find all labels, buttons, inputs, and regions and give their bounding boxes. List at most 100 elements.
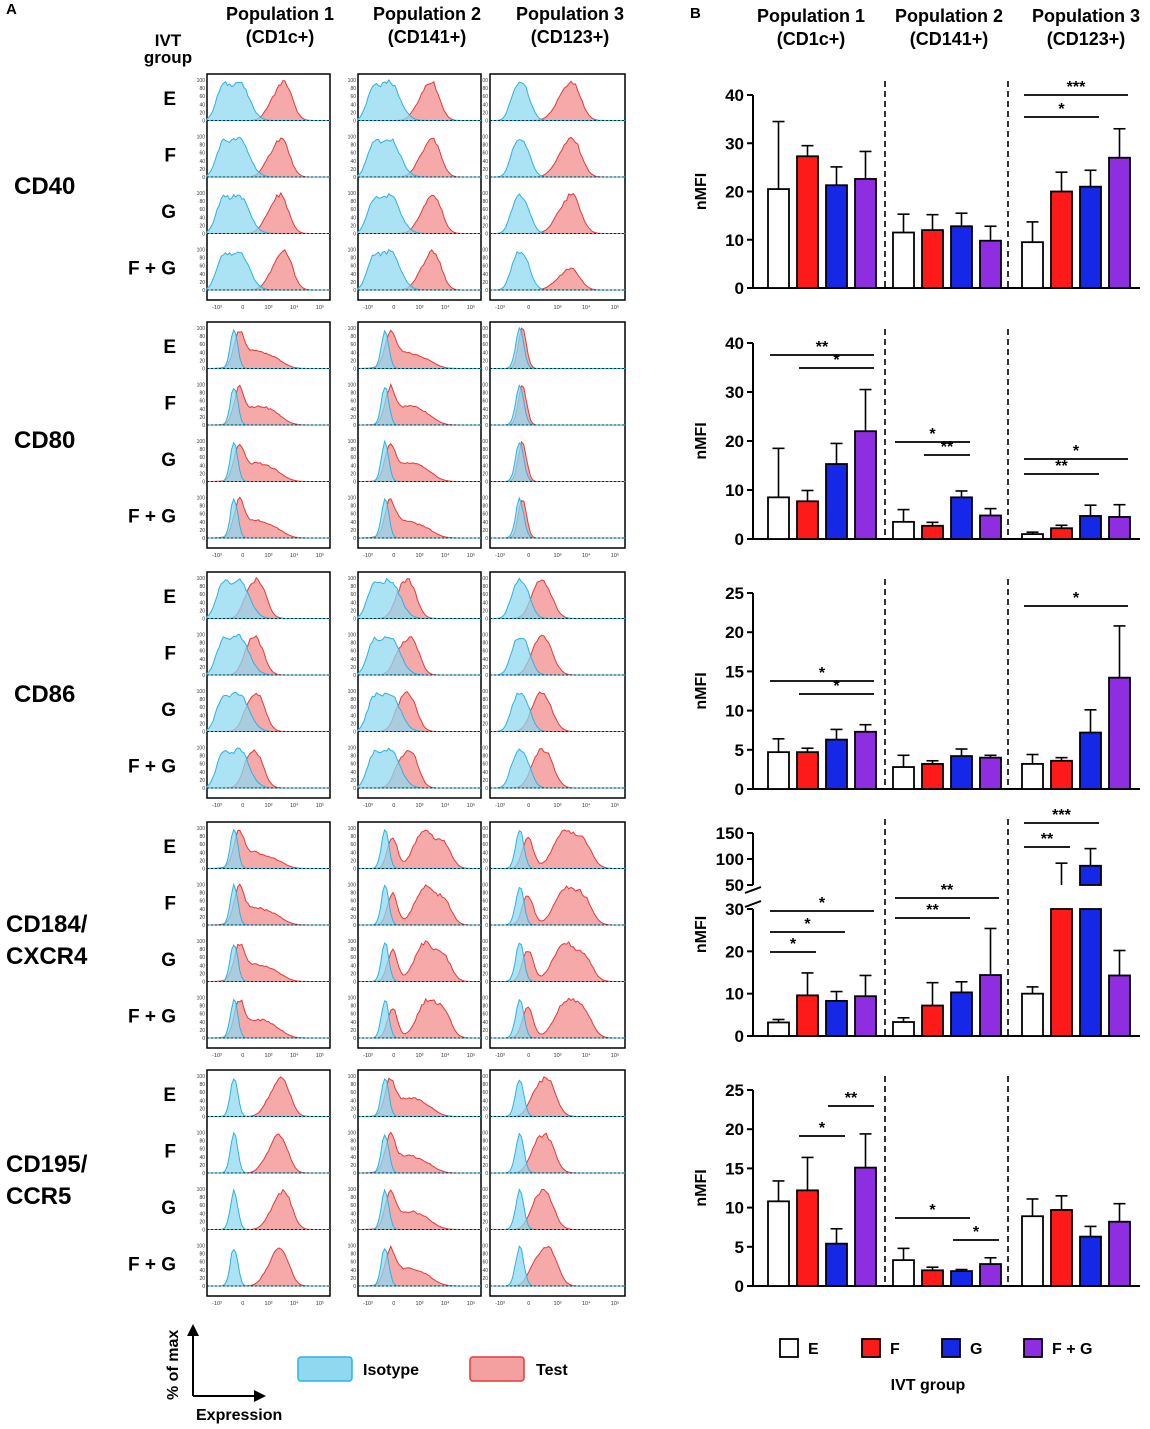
- histogram-x-tick: 10⁵: [316, 552, 324, 559]
- histogram-y-tick: 80: [199, 697, 205, 703]
- histogram-y-tick: 0: [353, 673, 356, 679]
- histogram-x-tick: -10³: [495, 305, 505, 311]
- histogram-x-tick: 10⁵: [611, 304, 619, 311]
- histogram-block-frame: [206, 571, 331, 799]
- histogram-block-frame: [489, 1069, 626, 1297]
- bar: [950, 225, 973, 289]
- histogram-block-frame: [206, 321, 331, 549]
- test-histogram: [207, 1076, 330, 1117]
- group-label-4-3: G: [161, 950, 176, 971]
- significance-label: *: [1073, 590, 1080, 607]
- histogram-y-tick: 100: [197, 746, 206, 752]
- histogram-y-tick: 100: [197, 383, 206, 389]
- histogram-x-tick: -10³: [212, 1301, 222, 1307]
- group-label-3-3: G: [161, 700, 176, 721]
- histogram-y-tick: 40: [199, 350, 205, 356]
- histogram-y-tick: 60: [199, 455, 205, 461]
- histogram-x-tick: 10³: [416, 1301, 424, 1307]
- histogram-y-tick: 60: [350, 762, 356, 768]
- histogram-y-tick: 40: [482, 600, 488, 606]
- test-histogram: [490, 1076, 625, 1117]
- histogram-y-tick: 0: [353, 1115, 356, 1121]
- histogram-x-tick: 0: [392, 803, 395, 809]
- histogram-y-tick: 80: [350, 1004, 356, 1010]
- bar: [1021, 533, 1044, 540]
- histogram-x-tick: 0: [241, 1053, 244, 1059]
- histogram-y-tick: 100: [480, 633, 489, 639]
- histogram-x-tick: -10³: [495, 803, 505, 809]
- histogram-y-tick: 40: [199, 520, 205, 526]
- histogram-y-tick: 0: [353, 786, 356, 792]
- histogram-y-tick: 0: [485, 923, 488, 929]
- histogram-y-tick: 20: [350, 608, 356, 614]
- histogram-y-tick: 100: [480, 248, 489, 254]
- histogram-y-tick: 0: [202, 1228, 205, 1234]
- histogram-y-tick: 20: [350, 223, 356, 229]
- test-histogram: [207, 496, 330, 539]
- b-pop1-title: Population 1: [757, 6, 865, 26]
- histogram-y-tick: 40: [199, 215, 205, 221]
- histogram-y-tick: 20: [199, 1219, 205, 1225]
- histogram-y-tick: 60: [350, 1090, 356, 1096]
- histogram-y-tick: 100: [348, 689, 357, 695]
- histogram-y-tick: 60: [482, 342, 488, 348]
- bar-y-label: nMFI: [693, 1169, 710, 1206]
- histogram-y-tick: 80: [199, 641, 205, 647]
- histogram-x-tick: 10³: [265, 803, 273, 809]
- bar-y-tick-label: 10: [725, 985, 744, 1004]
- a-pop2-subtitle: (CD141+): [388, 27, 467, 47]
- histogram-y-tick: 20: [350, 471, 356, 477]
- histogram-y-tick: 60: [350, 151, 356, 157]
- histogram-y-tick: 0: [485, 786, 488, 792]
- b-pop2-subtitle: (CD141+): [910, 29, 989, 49]
- histogram-x-tick: 10³: [416, 305, 424, 311]
- group-label-2-4: F + G: [128, 507, 176, 528]
- bar: [950, 755, 973, 790]
- histogram-block-frame: [357, 821, 482, 1049]
- bar-y-tick-label: 20: [725, 942, 744, 961]
- bar-y-tick-label: 15: [725, 662, 744, 681]
- histogram-y-tick: 20: [482, 778, 488, 784]
- bar-legend-label-g: G: [970, 1341, 982, 1358]
- histogram-y-tick: 80: [350, 504, 356, 510]
- histogram-y-tick: 100: [480, 939, 489, 945]
- test-histogram: [358, 1244, 481, 1287]
- histogram-x-tick: 10³: [265, 1301, 273, 1307]
- histogram-y-tick: 0: [202, 288, 205, 294]
- b-pop3-subtitle: (CD123+): [1047, 29, 1126, 49]
- histogram-y-tick: 0: [485, 730, 488, 736]
- a-pop3-subtitle: (CD123+): [531, 27, 610, 47]
- histogram-y-tick: 20: [350, 1276, 356, 1282]
- histogram-y-tick: 60: [199, 151, 205, 157]
- histogram-y-tick: 80: [350, 641, 356, 647]
- histogram-y-tick: 80: [199, 891, 205, 897]
- histogram-y-tick: 20: [199, 608, 205, 614]
- histogram-y-tick: 80: [350, 891, 356, 897]
- isotype-histogram: [357, 636, 481, 676]
- histogram-y-tick: 40: [482, 1268, 488, 1274]
- histogram-x-tick: 10⁵: [611, 802, 619, 809]
- histogram-y-tick: 60: [482, 207, 488, 213]
- histogram-y-tick: 40: [199, 102, 205, 108]
- histogram-x-tick: 0: [241, 553, 244, 559]
- bar-y-tick-label: 0: [735, 1027, 744, 1046]
- histogram-y-tick: 80: [199, 1139, 205, 1145]
- group-label-2-2: F: [164, 394, 176, 415]
- bar: [767, 188, 790, 289]
- histogram-y-tick: 80: [482, 1139, 488, 1145]
- histogram-grid: E F G F + G 100 80 60 40 20 0 100 80 60 40 20 0 100 80 60 4…: [128, 73, 626, 1307]
- histogram-y-tick: 0: [353, 867, 356, 873]
- histogram-x-tick: 10⁴: [441, 802, 450, 809]
- histogram-y-tick: 60: [482, 762, 488, 768]
- bar: [767, 1200, 790, 1287]
- histogram-y-tick: 20: [482, 223, 488, 229]
- histogram-y-tick: 60: [482, 1090, 488, 1096]
- marker-label-cd195: CD195/: [6, 1151, 88, 1178]
- bar: [1108, 1220, 1131, 1287]
- a-pop1-title: Population 1: [226, 4, 334, 24]
- histogram-y-tick: 40: [350, 907, 356, 913]
- axis-hint-x-arrowhead: [254, 1390, 266, 1402]
- isotype-histogram: [357, 193, 481, 234]
- axis-hint-y-arrowhead: [187, 1324, 199, 1336]
- histogram-y-tick: 20: [482, 167, 488, 173]
